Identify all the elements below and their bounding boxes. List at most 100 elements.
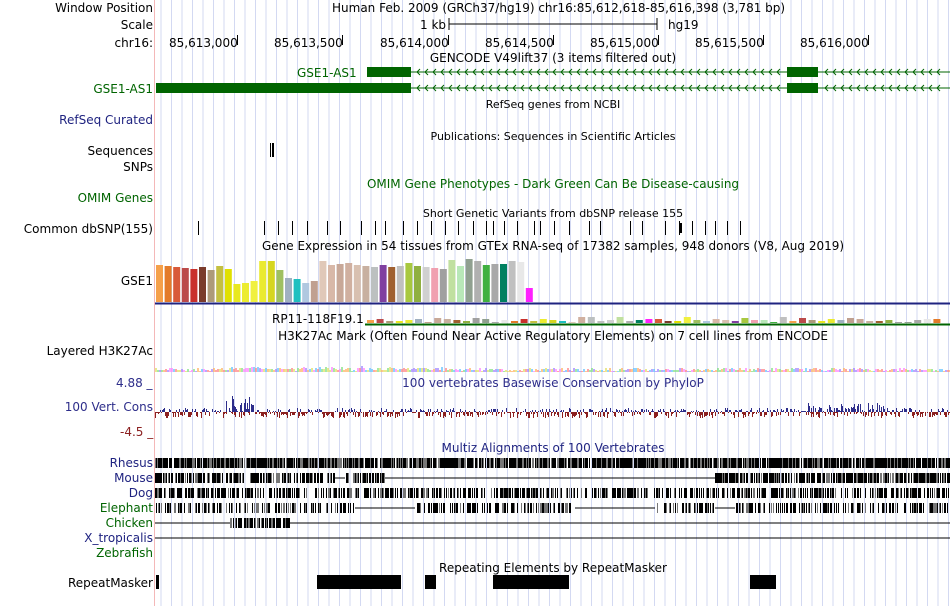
h3k27ac-signal-bar: [167, 370, 169, 372]
conservation-negative: [372, 412, 373, 417]
gse1-as1-gene-model[interactable]: [155, 65, 950, 97]
conservation-positive: [402, 409, 403, 412]
h3k27ac-signal-bar: [731, 368, 733, 372]
multiz-alignment-mark: [701, 488, 702, 498]
conservation-positive: [561, 410, 562, 412]
omim-track-label[interactable]: OMIM Genes: [77, 191, 153, 205]
multiz-alignment-rows[interactable]: [155, 455, 950, 560]
gencode-track-label[interactable]: GSE1-AS1: [93, 82, 153, 96]
conservation-positive: [195, 409, 196, 412]
strand-arrow: [512, 84, 517, 92]
h3k27ac-signal-bar: [299, 369, 301, 372]
conservation-negative: [825, 412, 826, 416]
publications-track-title[interactable]: Publications: Sequences in Scientific Ar…: [430, 130, 676, 143]
multiz-alignment-mark: [195, 473, 196, 483]
multiz-alignment-mark: [378, 473, 379, 483]
multiz-alignment-mark: [675, 488, 676, 498]
multiz-alignment-mark: [870, 503, 871, 513]
conservation-negative: [666, 412, 667, 416]
conservation-negative: [567, 412, 568, 416]
multiz-alignment-mark: [353, 473, 354, 483]
repeatmasker-blocks[interactable]: [155, 575, 950, 591]
publication-sequence-mark[interactable]: [270, 143, 276, 159]
gencode-track-title[interactable]: GENCODE V49lift37 (3 items filtered out): [429, 51, 677, 65]
conservation-track-label[interactable]: 100 Vert. Cons: [64, 400, 153, 414]
repeatmasker-track-label[interactable]: RepeatMasker: [67, 576, 153, 590]
snp-ticks[interactable]: [155, 221, 950, 236]
h3k27ac-signal-bar: [335, 369, 337, 372]
multiz-alignment-mark: [343, 458, 344, 468]
multiz-species-label-zebrafish[interactable]: Zebrafish: [96, 546, 153, 560]
rp11-tissue-bar: [923, 319, 931, 323]
multiz-species-label-chicken[interactable]: Chicken: [105, 516, 153, 530]
multiz-alignment-mark: [527, 503, 528, 513]
conservation-positive: [868, 403, 869, 412]
rp11-expression-bars[interactable]: [155, 313, 950, 327]
refseq-track-label[interactable]: RefSeq Curated: [59, 113, 153, 127]
multiz-alignment-mark: [776, 473, 777, 483]
multiz-alignment-mark: [619, 488, 620, 498]
rp11-feature-label[interactable]: RP11-118F19.1: [272, 312, 364, 326]
multiz-alignment-mark: [657, 503, 658, 513]
multiz-species-label-rhesus[interactable]: Rhesus: [109, 456, 153, 470]
gene-exon: [787, 67, 818, 77]
multiz-species-label-mouse[interactable]: Mouse: [114, 471, 153, 485]
multiz-alignment-mark: [403, 488, 404, 498]
h3k27ac-signal[interactable]: [155, 360, 950, 374]
multiz-alignment-mark: [701, 458, 702, 468]
dbsnp-track-label[interactable]: Common dbSNP(155): [23, 222, 153, 236]
gtex-gene-label[interactable]: GSE1: [120, 274, 153, 288]
multiz-species-label-xtropicalis[interactable]: X_tropicalis: [84, 531, 153, 545]
h3k27ac-signal-bar: [523, 369, 525, 372]
h3k27ac-track-label[interactable]: Layered H3K27Ac: [46, 344, 153, 358]
conservation-wiggle[interactable]: [155, 388, 950, 438]
gtex-tissue-bar: [405, 263, 413, 302]
multiz-alignment-mark: [452, 458, 453, 468]
gtex-track-title[interactable]: Gene Expression in 54 tissues from GTEx …: [261, 239, 845, 253]
multiz-alignment-mark: [174, 503, 175, 513]
multiz-alignment-mark: [196, 473, 197, 483]
multiz-alignment-mark: [277, 518, 278, 528]
rp11-tissue-bar: [683, 317, 691, 323]
omim-track-title[interactable]: OMIM Gene Phenotypes - Dark Green Can Be…: [366, 177, 740, 191]
multiz-species-label-dog[interactable]: Dog: [128, 486, 153, 500]
multiz-alignment-mark: [815, 458, 816, 468]
multiz-alignment-mark: [701, 503, 702, 513]
multiz-species-label-elephant[interactable]: Elephant: [99, 501, 153, 515]
multiz-alignment-mark: [934, 488, 935, 498]
conservation-negative: [328, 412, 329, 415]
h3k27ac-signal-bar: [779, 369, 781, 372]
multiz-alignment-mark: [685, 503, 686, 513]
gtex-expression-bars[interactable]: [155, 255, 950, 305]
multiz-alignment-mark: [233, 518, 234, 528]
conservation-positive: [801, 411, 802, 412]
dbsnp-track-title[interactable]: Short Genetic Variants from dbSNP releas…: [422, 207, 684, 220]
multiz-alignment-mark: [699, 488, 700, 498]
refseq-track-title[interactable]: RefSeq genes from NCBI: [485, 98, 621, 111]
window-position-value[interactable]: Human Feb. 2009 (GRCh37/hg19) chr16:85,6…: [332, 1, 786, 15]
multiz-track-title[interactable]: Multiz Alignments of 100 Vertebrates: [441, 441, 665, 455]
conservation-track-title[interactable]: 100 vertebrates Basewise Conservation by…: [402, 376, 704, 390]
strand-arrow: [856, 84, 861, 92]
sequences-label[interactable]: Sequences: [87, 144, 153, 158]
multiz-alignment-mark: [460, 503, 461, 513]
snps-label[interactable]: SNPs: [123, 160, 153, 174]
multiz-alignment-mark: [810, 458, 811, 468]
h3k27ac-signal-bar: [381, 370, 383, 372]
multiz-alignment-mark: [468, 488, 469, 498]
multiz-alignment-mark: [900, 473, 901, 483]
multiz-alignment-mark: [880, 473, 881, 483]
multiz-alignment-mark: [301, 458, 302, 468]
gse1-as1-feature-label[interactable]: GSE1-AS1: [297, 66, 357, 80]
h3k27ac-signal-bar: [681, 368, 683, 372]
h3k27ac-track-title[interactable]: H3K27Ac Mark (Often Found Near Active Re…: [278, 329, 828, 343]
multiz-alignment-mark: [519, 458, 520, 468]
multiz-alignment-mark: [244, 458, 245, 468]
multiz-alignment-mark: [794, 473, 795, 483]
gtex-tissue-bar: [362, 266, 370, 302]
multiz-alignment-mark: [208, 503, 209, 513]
repeatmasker-track-title[interactable]: Repeating Elements by RepeatMasker: [439, 561, 667, 575]
conservation-positive: [495, 409, 496, 412]
conservation-positive: [337, 408, 338, 412]
multiz-alignment-mark: [401, 488, 402, 498]
